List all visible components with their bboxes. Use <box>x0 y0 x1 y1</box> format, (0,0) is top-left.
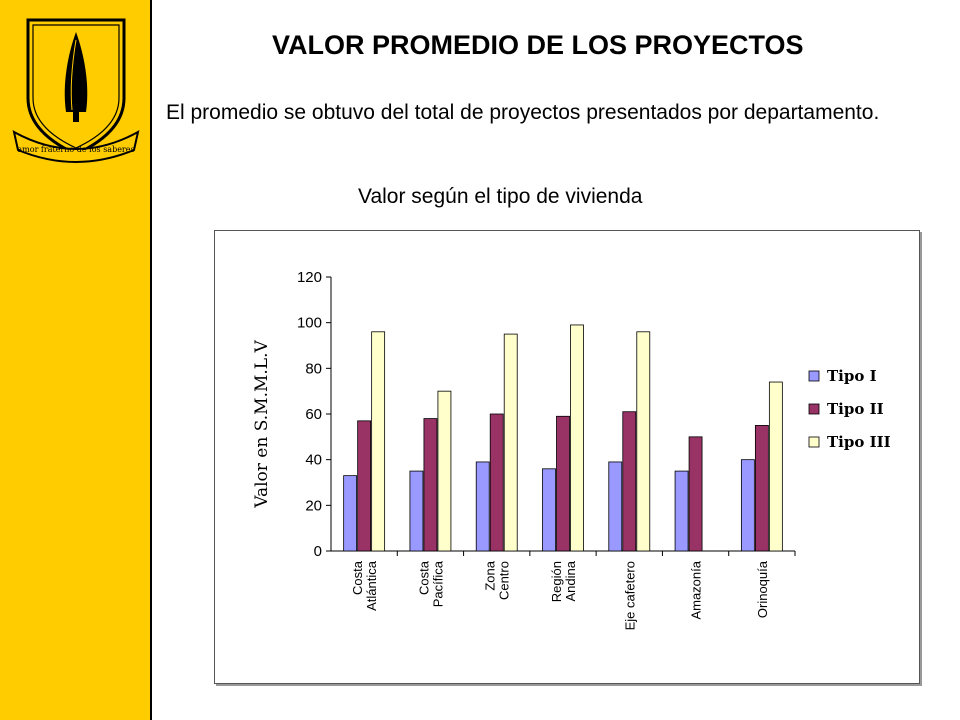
x-tick-label: Costa <box>416 560 431 595</box>
legend-label: Tipo III <box>827 433 891 451</box>
bar <box>489 413 504 552</box>
x-tick-label: Pacífica <box>430 560 445 607</box>
y-tick-label: 20 <box>305 497 322 514</box>
bar <box>542 468 556 552</box>
page-title: VALOR PROMEDIO DE LOS PROYECTOS <box>272 30 804 60</box>
bar <box>570 324 584 552</box>
crest-motto: amor fraterno de los saberes <box>17 145 134 154</box>
sidebar: amor fraterno de los saberes <box>0 0 152 720</box>
x-tick-label: Región <box>549 561 564 602</box>
chart-caption: Valor según el tipo de vivienda <box>358 185 643 208</box>
x-tick-label: Zona <box>483 560 498 590</box>
bar <box>636 331 651 552</box>
x-tick-label: Amazonía <box>689 560 704 619</box>
bar <box>768 381 783 552</box>
legend-label: Tipo I <box>827 367 877 385</box>
bar <box>740 459 755 552</box>
bar <box>423 418 438 552</box>
bar <box>754 425 769 552</box>
bar <box>674 470 689 552</box>
university-crest-icon: amor fraterno de los saberes <box>12 18 140 163</box>
chart-frame: 0 20 40 60 80 100 120 Valor en S.M.M.L.V Costa At… <box>214 230 920 684</box>
bar <box>688 436 703 552</box>
y-tick-label: 0 <box>314 543 322 560</box>
y-axis-label: Valor en S.M.M.L.V <box>252 340 272 509</box>
bar <box>503 333 518 552</box>
bar <box>622 411 637 552</box>
legend-swatch <box>808 436 820 448</box>
y-tick-label: 120 <box>297 269 322 286</box>
x-tick-label: Atlántica <box>364 560 379 611</box>
bar <box>357 420 372 552</box>
y-tick-label: 40 <box>305 452 322 469</box>
bar <box>343 475 358 552</box>
bar <box>475 461 490 552</box>
y-tick-label: 60 <box>305 406 322 423</box>
legend-swatch <box>808 403 820 415</box>
x-tick-label: Orinoquía <box>755 560 770 618</box>
y-tick-label: 100 <box>297 315 322 332</box>
x-tick-label: Andina <box>563 560 578 601</box>
bar <box>371 331 386 552</box>
x-tick-label: Centro <box>497 561 512 600</box>
x-tick-label: Eje cafetero <box>622 561 637 630</box>
page-subtitle: El promedio se obtuvo del total de proye… <box>166 101 880 124</box>
legend-swatch <box>808 370 820 382</box>
bar <box>409 470 424 552</box>
bar <box>437 390 452 552</box>
legend-label: Tipo II <box>827 400 884 418</box>
bar <box>556 415 570 552</box>
x-tick-label: Costa <box>350 560 365 595</box>
y-tick-label: 80 <box>305 360 322 377</box>
bar <box>608 461 623 552</box>
